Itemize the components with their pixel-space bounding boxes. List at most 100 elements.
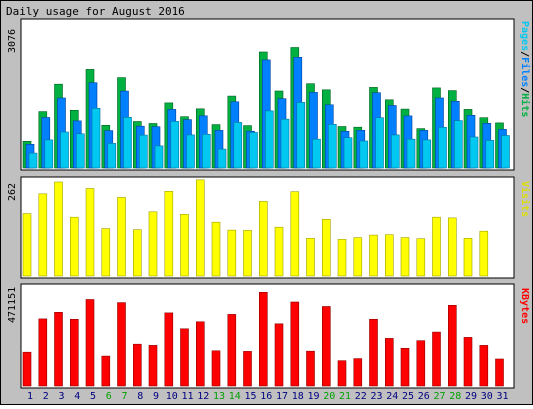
bar-kbytes-24	[384, 338, 394, 387]
x-label-10: 10	[166, 391, 178, 402]
legend-hits-label: Hits	[519, 93, 531, 117]
bar-kbytes-26	[416, 340, 426, 387]
bar-visits-13	[211, 221, 221, 277]
bar-kbytes-13	[211, 350, 221, 387]
bar-visits-23	[369, 234, 378, 277]
bar-pages-27	[438, 127, 447, 169]
bar-kbytes-29	[463, 337, 473, 387]
x-label-1: 1	[27, 391, 33, 402]
bar-pages-5	[91, 108, 101, 169]
x-label-5: 5	[90, 391, 96, 402]
x-label-31: 31	[496, 391, 508, 402]
bar-visits-5	[85, 188, 95, 277]
bar-pages-7	[123, 117, 132, 169]
svg-text:Pages/Files/Hits: Pages/Files/Hits	[519, 21, 531, 117]
bar-kbytes-18	[290, 301, 300, 387]
chart-title: Daily usage for August 2016	[6, 5, 185, 18]
x-label-25: 25	[402, 391, 414, 402]
bar-pages-22	[359, 140, 369, 169]
panel-hits: 3076 Pages/Files/Hits	[7, 18, 531, 171]
bar-visits-22	[353, 237, 363, 277]
bar-kbytes-25	[400, 347, 410, 387]
bar-kbytes-21	[337, 360, 347, 387]
bar-kbytes-16	[258, 291, 268, 387]
x-label-16: 16	[260, 391, 272, 402]
x-label-26: 26	[418, 391, 430, 402]
bar-pages-2	[44, 139, 54, 169]
bar-pages-16	[264, 110, 274, 169]
bars-hits	[22, 47, 510, 169]
bars-visits	[22, 179, 489, 277]
bar-kbytes-20	[321, 306, 331, 387]
x-label-11: 11	[181, 391, 193, 402]
bar-pages-21	[343, 137, 353, 169]
bar-visits-1	[22, 213, 32, 277]
bar-pages-11	[186, 134, 195, 169]
x-label-20: 20	[323, 391, 335, 402]
bar-pages-19	[312, 138, 321, 169]
legend-files: Files	[519, 57, 531, 87]
bar-pages-31	[501, 135, 510, 169]
legend-pages: Pages	[519, 21, 530, 51]
x-label-24: 24	[386, 391, 398, 402]
ytick-hits: 3076	[7, 29, 18, 53]
bar-visits-15	[243, 230, 252, 277]
bar-pages-28	[453, 120, 463, 169]
x-label-30: 30	[481, 391, 493, 402]
bar-pages-20	[327, 124, 337, 169]
bar-kbytes-19	[306, 350, 315, 387]
x-label-4: 4	[74, 391, 80, 402]
bars-kbytes	[22, 291, 504, 387]
bar-kbytes-30	[479, 345, 489, 387]
x-label-9: 9	[153, 391, 159, 402]
bar-visits-8	[133, 229, 142, 277]
x-label-3: 3	[58, 391, 64, 402]
bar-visits-16	[258, 201, 268, 277]
bar-pages-4	[76, 133, 85, 169]
x-label-17: 17	[276, 391, 288, 402]
bar-visits-24	[384, 234, 394, 277]
legend-sep-2: /	[519, 87, 530, 93]
x-label-12: 12	[197, 391, 209, 402]
bar-kbytes-22	[353, 358, 363, 387]
bar-pages-25	[406, 138, 416, 169]
x-label-28: 28	[449, 391, 461, 402]
bar-pages-15	[249, 132, 258, 169]
bar-pages-23	[375, 117, 384, 169]
bar-pages-9	[154, 145, 164, 169]
x-label-2: 2	[43, 391, 49, 402]
x-label-21: 21	[339, 391, 351, 402]
bar-kbytes-4	[70, 318, 79, 387]
legend-sep-1: /	[519, 51, 530, 57]
bar-visits-10	[164, 191, 174, 277]
legend-hits: Pages/Files/Hits	[519, 21, 531, 117]
bar-pages-13	[217, 148, 227, 169]
bar-visits-14	[227, 229, 237, 277]
x-label-29: 29	[465, 391, 477, 402]
bar-kbytes-31	[495, 358, 504, 387]
bar-kbytes-7	[117, 302, 126, 387]
panel-visits: 262 Visits	[7, 176, 531, 279]
bar-kbytes-14	[227, 314, 237, 387]
x-label-18: 18	[292, 391, 304, 402]
bar-kbytes-23	[369, 318, 378, 387]
bar-kbytes-3	[54, 311, 63, 387]
x-label-23: 23	[370, 391, 382, 402]
bar-visits-28	[447, 217, 457, 277]
bar-kbytes-28	[447, 304, 457, 387]
panel-kbytes: 471151 KBytes	[7, 283, 530, 389]
bar-visits-19	[306, 238, 315, 277]
bar-kbytes-1	[22, 351, 32, 387]
bar-pages-18	[296, 102, 306, 169]
x-label-13: 13	[213, 391, 225, 402]
bar-pages-14	[233, 122, 243, 169]
x-label-27: 27	[433, 391, 445, 402]
bar-visits-7	[117, 197, 126, 277]
bar-visits-21	[337, 239, 347, 277]
bar-kbytes-15	[243, 351, 252, 387]
bar-kbytes-5	[85, 299, 95, 387]
bar-visits-17	[274, 226, 284, 277]
bar-kbytes-12	[196, 321, 205, 387]
